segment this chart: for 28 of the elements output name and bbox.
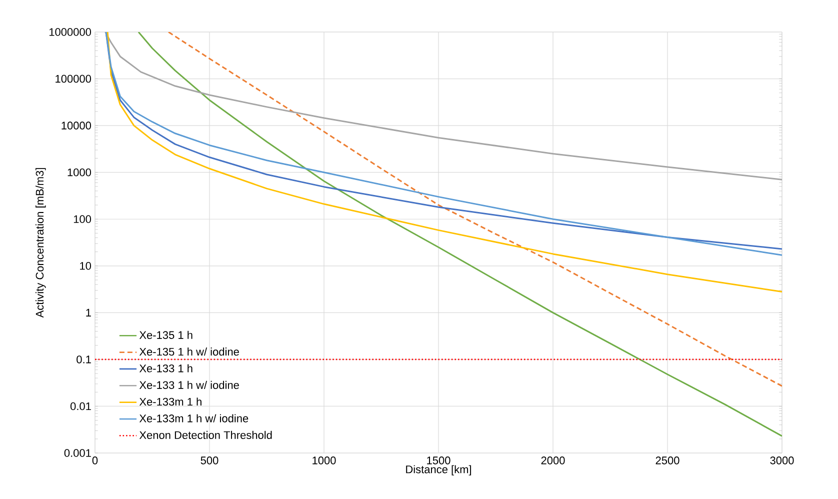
y-tick-label: 10 (80, 262, 92, 270)
legend-label: Xe-133 1 h w/ iodine (139, 380, 239, 389)
x-tick-label: 2500 (656, 456, 680, 464)
legend-label: Xenon Detection Threshold (139, 430, 272, 439)
legend-label: Xe-135 1 h w/ iodine (139, 348, 239, 356)
y-tick-label: 1000000 (49, 28, 92, 36)
legend-label: Xe-133m 1 h w/ iodine (139, 414, 248, 422)
y-tick-label: 1 (86, 308, 91, 316)
y-tick-label: 100000 (56, 74, 92, 83)
x-tick-label: 2000 (541, 456, 565, 464)
y-axis-title: Activity Concentration [mB/m3] (36, 168, 46, 318)
y-tick-label: 10000 (62, 122, 92, 130)
x-tick-label: 1500 (427, 456, 450, 464)
legend-label: Xe-133m 1 h (139, 398, 202, 406)
x-tick-label: 3000 (770, 456, 794, 464)
y-tick-label: 0.001 (64, 449, 91, 457)
legend-label: Xe-133 1 h (139, 364, 192, 372)
x-tick-label: 500 (200, 456, 218, 464)
x-axis-title: Distance [km] (406, 465, 472, 476)
y-tick-label: 0.01 (70, 402, 91, 410)
x-tick-label: 0 (92, 456, 98, 464)
line-series (138, 32, 782, 437)
line-series (104, 32, 782, 180)
y-tick-label: 0.1 (76, 356, 91, 364)
y-tick-label: 1000 (68, 168, 92, 176)
legend-label: Xe-135 1 h (139, 330, 192, 339)
y-tick-label: 100 (74, 215, 92, 224)
x-tick-label: 1000 (312, 456, 336, 464)
